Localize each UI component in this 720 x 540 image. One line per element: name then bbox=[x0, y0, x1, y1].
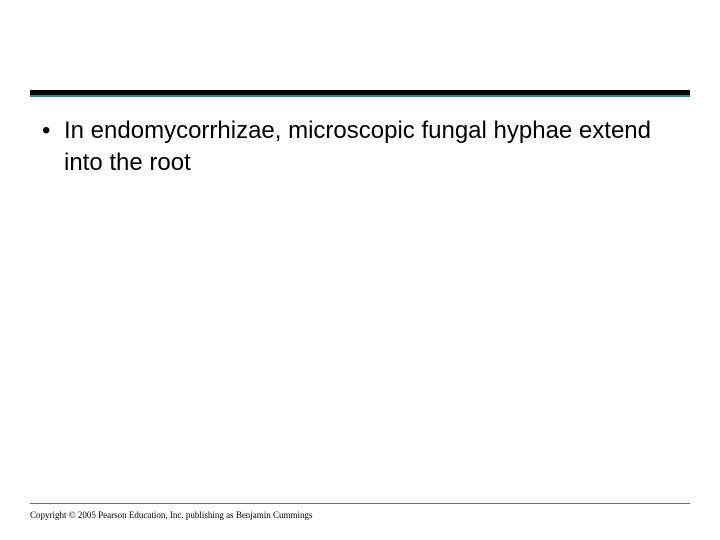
slide-container: • In endomycorrhizae, microscopic fungal… bbox=[0, 0, 720, 540]
content-area: • In endomycorrhizae, microscopic fungal… bbox=[36, 115, 672, 179]
header-divider bbox=[30, 90, 690, 97]
footer-divider bbox=[30, 503, 690, 504]
list-item: • In endomycorrhizae, microscopic fungal… bbox=[36, 115, 672, 179]
bullet-marker: • bbox=[36, 115, 64, 147]
bullet-text: In endomycorrhizae, microscopic fungal h… bbox=[64, 115, 672, 179]
copyright-text: Copyright © 2005 Pearson Education, Inc.… bbox=[30, 510, 313, 520]
